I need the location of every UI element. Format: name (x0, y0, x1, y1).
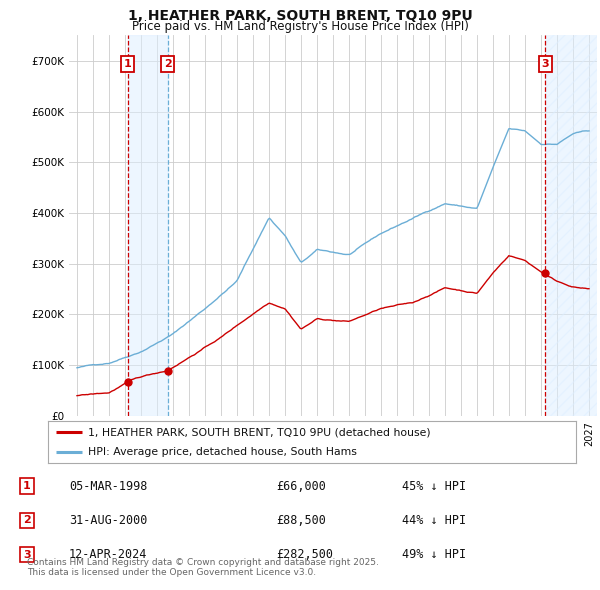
Bar (545, 35, 597, 416)
Text: 12-APR-2024: 12-APR-2024 (69, 548, 148, 561)
Text: 1, HEATHER PARK, SOUTH BRENT, TQ10 9PU: 1, HEATHER PARK, SOUTH BRENT, TQ10 9PU (128, 9, 472, 23)
Text: 2: 2 (23, 516, 31, 525)
Text: Price paid vs. HM Land Registry's House Price Index (HPI): Price paid vs. HM Land Registry's House … (131, 20, 469, 33)
Text: 3: 3 (542, 59, 549, 69)
Bar (128, 35, 167, 416)
Text: 44% ↓ HPI: 44% ↓ HPI (402, 514, 466, 527)
Text: Contains HM Land Registry data © Crown copyright and database right 2025.
This d: Contains HM Land Registry data © Crown c… (27, 558, 379, 577)
Text: 49% ↓ HPI: 49% ↓ HPI (402, 548, 466, 561)
Text: 2: 2 (164, 59, 172, 69)
Text: £282,500: £282,500 (276, 548, 333, 561)
Text: 1: 1 (23, 481, 31, 491)
Text: 31-AUG-2000: 31-AUG-2000 (69, 514, 148, 527)
Text: 1: 1 (124, 59, 131, 69)
Text: 45% ↓ HPI: 45% ↓ HPI (402, 480, 466, 493)
Text: HPI: Average price, detached house, South Hams: HPI: Average price, detached house, Sout… (88, 447, 356, 457)
Text: 3: 3 (23, 550, 31, 559)
Text: 1, HEATHER PARK, SOUTH BRENT, TQ10 9PU (detached house): 1, HEATHER PARK, SOUTH BRENT, TQ10 9PU (… (88, 427, 430, 437)
Text: 05-MAR-1998: 05-MAR-1998 (69, 480, 148, 493)
Text: £88,500: £88,500 (276, 514, 326, 527)
Text: £66,000: £66,000 (276, 480, 326, 493)
